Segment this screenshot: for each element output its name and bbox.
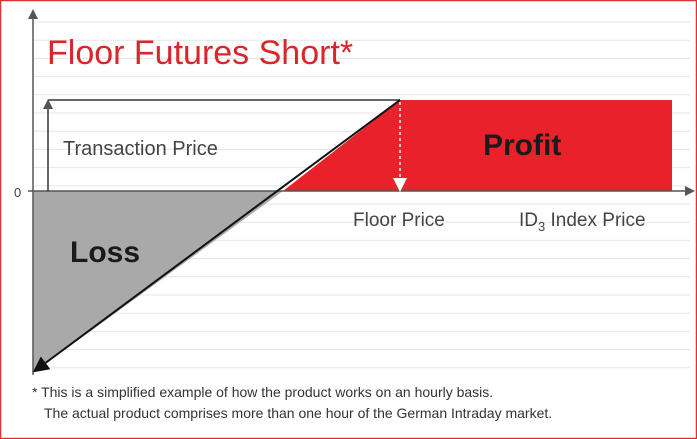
- payoff-line: [32, 99, 401, 373]
- loss-label: Loss: [70, 236, 140, 269]
- title: Floor Futures Short*: [47, 34, 353, 72]
- profit-label: Profit: [483, 129, 561, 162]
- transaction-label: Transaction Price: [63, 138, 218, 160]
- index-main: ID: [519, 210, 538, 231]
- index-rest: Index Price: [545, 210, 645, 231]
- floor-label: Floor Price: [353, 210, 445, 231]
- profit-area: [283, 100, 672, 191]
- footnote-1: * This is a simplified example of how th…: [32, 384, 493, 400]
- footnote-2: The actual product comprises more than o…: [44, 405, 552, 421]
- loss-area: [33, 191, 283, 373]
- index-sub: 3: [538, 219, 545, 234]
- zero-label: 0: [14, 185, 21, 200]
- index-label: ID3 Index Price: [519, 210, 646, 234]
